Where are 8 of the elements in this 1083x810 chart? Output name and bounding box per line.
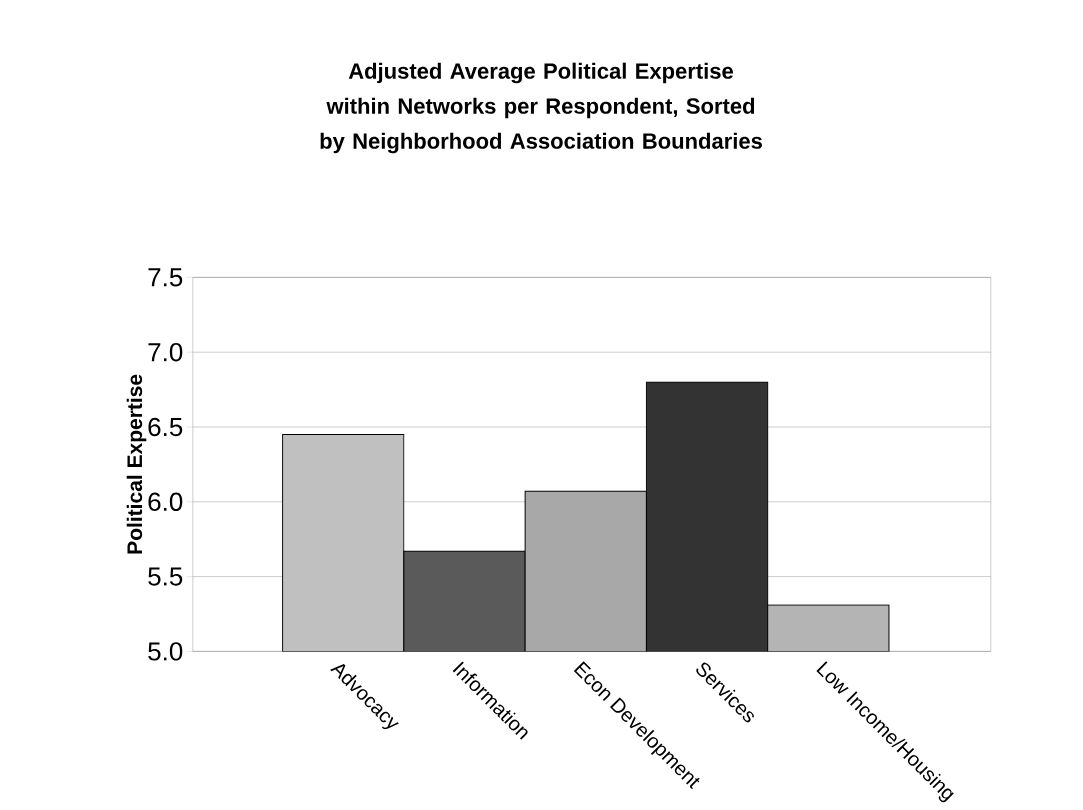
y-tick-label: 6.0 <box>148 492 183 512</box>
chart-title: Adjusted Average Political Expertise within Networks per Respondent, Sorted by Neighborhood Association Boundaries <box>320 62 762 154</box>
y-axis-title: Political Expertise <box>126 374 147 554</box>
y-tick-label: 5.0 <box>148 642 183 661</box>
y-tick-label: 5.5 <box>148 567 183 586</box>
y-tick-label: 7.5 <box>148 268 183 287</box>
y-tick-label: 6.5 <box>148 418 183 437</box>
y-tick-label: 7.0 <box>148 343 183 362</box>
